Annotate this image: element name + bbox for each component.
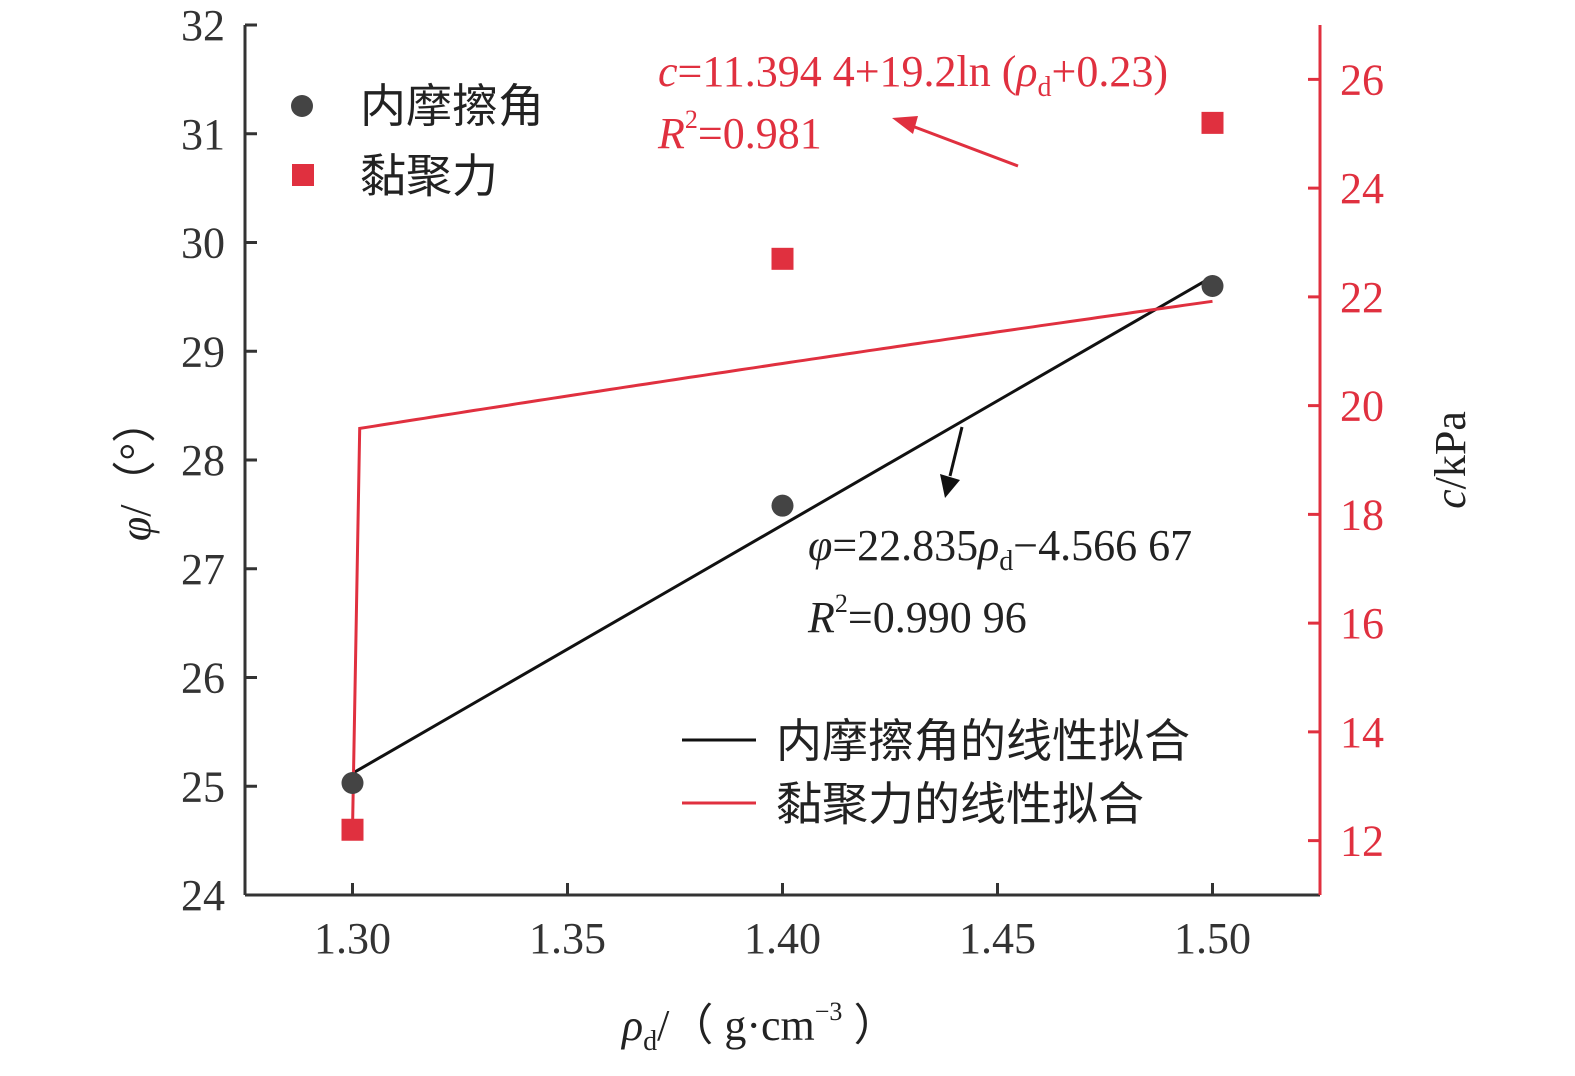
legend-marker-cohesion (292, 164, 314, 186)
linear-annotation-arrowhead (940, 474, 960, 498)
y-left-tick-label: 25 (181, 762, 225, 811)
y-left-tick-label: 31 (181, 110, 225, 159)
y-right-tick-label: 22 (1340, 273, 1384, 322)
y-right-tick-label: 16 (1340, 599, 1384, 648)
x-axis-title: ρd/（ g·cm−3 ） (620, 997, 897, 1057)
linear-r2: R2=0.990 96 (807, 589, 1027, 642)
log-r2: R2=0.981 (657, 105, 822, 158)
cohesion-fit-curve (351, 299, 1213, 830)
x-tick-label: 1.40 (744, 914, 821, 963)
annotation-linear-fit: φ=22.835ρd−4.566 67 R2=0.990 96 (807, 426, 1192, 642)
legend-fits: 内摩擦角的线性拟合 黏聚力的线性拟合 (682, 714, 1190, 831)
data-points (341, 111, 1224, 841)
x-ticks: 1.30 1.35 1.40 1.45 1.50 (314, 883, 1251, 963)
cohesion-point (1201, 111, 1224, 134)
y-right-tick-label: 18 (1340, 490, 1384, 539)
y-left-tick-label: 32 (181, 1, 225, 50)
legend-markers: 内摩擦角 黏聚力 (291, 79, 544, 203)
log-equation: c=11.394 4+19.2ln (ρd+0.23) (658, 47, 1168, 103)
friction-point (1201, 275, 1224, 297)
annotation-log-fit: c=11.394 4+19.2ln (ρd+0.23) R2=0.981 (657, 47, 1168, 168)
x-tick-label: 1.30 (314, 914, 391, 963)
x-tick-label: 1.50 (1174, 914, 1251, 963)
y-left-tick-label: 27 (181, 545, 225, 594)
y-right-axis-title: c/kPa (1426, 411, 1475, 509)
friction-fit-line (351, 275, 1214, 775)
log-annotation-arrowhead (892, 116, 918, 134)
friction-point (341, 771, 364, 794)
legend-label-friction: 内摩擦角 (360, 79, 544, 133)
y-left-tick-label: 26 (181, 654, 225, 703)
y-right-tick-label: 14 (1340, 708, 1384, 757)
linear-annotation-arrow (948, 426, 964, 477)
x-tick-label: 1.45 (959, 914, 1036, 963)
y-left-axis-title: φ/（°） (111, 399, 160, 541)
y-left-tick-label: 24 (181, 871, 225, 920)
cohesion-point (341, 818, 364, 841)
linear-equation: φ=22.835ρd−4.566 67 (808, 521, 1192, 577)
y-left-ticks: 24 25 26 27 28 29 30 31 32 (181, 1, 257, 920)
y-left-tick-label: 29 (181, 327, 225, 376)
friction-point (771, 494, 794, 517)
legend-label-friction-fit: 内摩擦角的线性拟合 (776, 714, 1190, 768)
y-left-tick-label: 28 (181, 436, 225, 485)
fit-lines (351, 275, 1214, 830)
log-annotation-arrow (911, 124, 1019, 168)
legend-label-cohesion: 黏聚力 (360, 149, 498, 203)
y-left-tick-label: 30 (181, 219, 225, 268)
x-tick-label: 1.35 (529, 914, 606, 963)
y-right-tick-label: 20 (1340, 382, 1384, 431)
cohesion-point (771, 247, 794, 270)
y-right-ticks: 12 14 16 18 20 22 24 26 (1308, 55, 1384, 866)
y-right-tick-label: 26 (1340, 55, 1384, 104)
legend-marker-friction (291, 95, 313, 117)
legend-label-cohesion-fit: 黏聚力的线性拟合 (776, 777, 1144, 831)
y-right-tick-label: 12 (1340, 817, 1384, 866)
y-right-tick-label: 24 (1340, 164, 1384, 213)
